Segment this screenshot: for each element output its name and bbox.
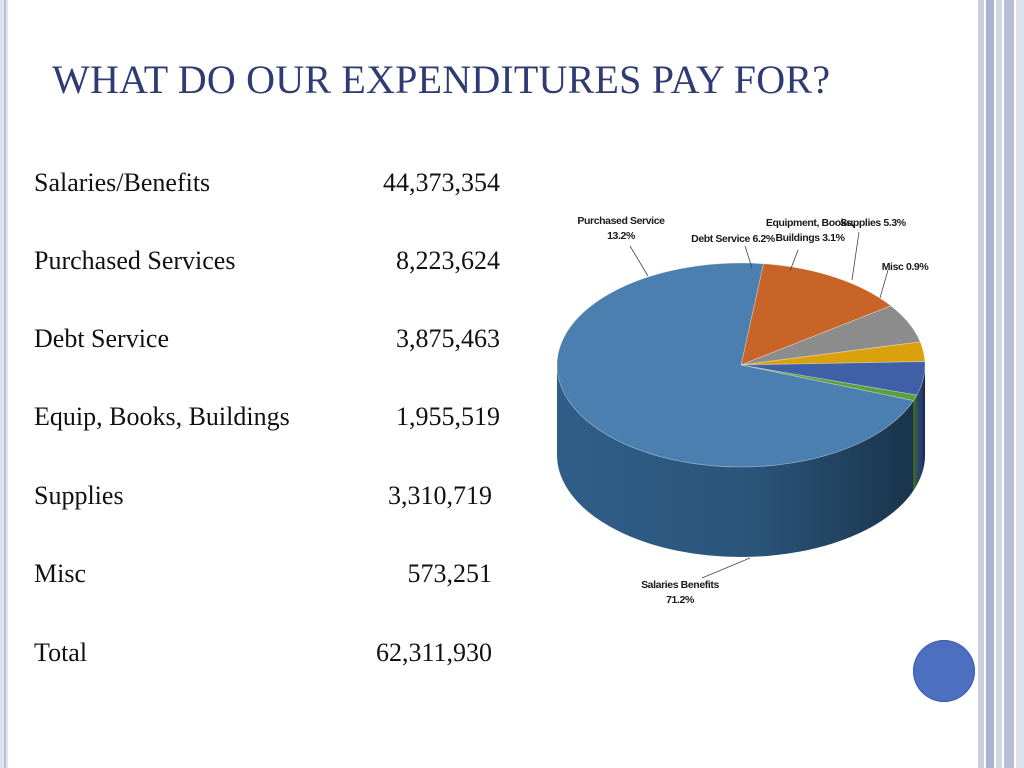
pie-label-line: Buildings 3.1%: [775, 232, 845, 244]
pie-slice-debt-service: [740, 305, 921, 366]
row-value: 573,251: [407, 559, 493, 588]
table-row: Purchased Services 8,223,624: [34, 246, 500, 282]
table-row: Misc 573,251: [34, 559, 492, 595]
table-row: Debt Service 3,875,463: [34, 324, 500, 360]
pie-slice-misc: [740, 364, 918, 402]
slide-nav-dot[interactable]: [913, 640, 975, 702]
row-value: 3,875,463: [396, 324, 500, 353]
pie-label-salaries-benefits: Salaries Benefits 71.2%: [641, 579, 719, 606]
pie-label-line: Misc 0.9%: [882, 261, 930, 273]
expenditure-pie-chart: Purchased Service 13.2% Debt Service 6.2%E…: [556, 215, 930, 606]
row-value: 3,310,719: [388, 481, 492, 510]
pie-slice-salaries-benefits: [556, 262, 915, 468]
leader-line: [744, 245, 753, 269]
row-label: Equip, Books, Buildings: [34, 402, 290, 431]
row-value: 44,373,354: [383, 168, 500, 197]
pie-label-line: Equipment, Books,: [766, 217, 855, 229]
row-label: Debt Service: [34, 324, 170, 353]
row-value: 1,955,519: [396, 402, 500, 431]
pie-label-line: Purchased Service: [577, 215, 665, 227]
left-border-rail: [0, 0, 8, 768]
leader-line: [879, 269, 889, 299]
row-value: 62,311,930: [375, 638, 492, 667]
row-label: Supplies: [34, 481, 124, 510]
table-row: Equip, Books, Buildings 1,955,519: [34, 402, 500, 438]
row-label: Total: [34, 638, 88, 667]
pie-label-debt-service: Debt Service 6.2%: [691, 233, 776, 245]
row-label: Misc: [34, 559, 86, 588]
pie-label-line: Debt Service 6.2%: [691, 233, 776, 245]
pie-label-purchased-service: Purchased Service 13.2%: [577, 215, 665, 242]
pie-slice-supplies: [740, 361, 926, 396]
leader-line: [629, 245, 649, 277]
pie-side-shade: [913, 395, 917, 491]
row-value: 8,223,624: [396, 246, 500, 275]
slide-title: WHAT DO OUR EXPENDITURES PAY FOR?: [52, 57, 831, 102]
pie-side-shade: [916, 365, 925, 486]
leader-line: [851, 231, 860, 281]
pie-label-line: Salaries Benefits: [641, 579, 719, 591]
pie-slice-purchased-service: [740, 263, 892, 366]
table-row: Supplies 3,310,719: [34, 481, 492, 517]
pie-label-equipment-books-buildings: Equipment, Books, Buildings 3.1%: [766, 217, 855, 244]
pie-label-misc: Misc 0.9%: [882, 261, 930, 273]
leader-line: [701, 557, 751, 579]
table-row: Total 62,311,930: [34, 638, 492, 674]
pie-slice-equipment-books-buildings: [740, 341, 926, 366]
pie-label-line: 71.2%: [666, 594, 695, 606]
leader-line: [789, 249, 799, 272]
table-row: Salaries/Benefits 44,373,354: [34, 168, 500, 204]
row-label: Salaries/Benefits: [34, 168, 211, 197]
row-label: Purchased Services: [34, 246, 236, 275]
pie-side-shade: [557, 365, 914, 557]
pie-label-supplies: Supplies 5.3%: [840, 217, 906, 229]
pie-label-line: 13.2%: [607, 230, 636, 242]
right-border-rail: [978, 0, 1024, 768]
pie-label-line: Supplies 5.3%: [840, 217, 906, 229]
